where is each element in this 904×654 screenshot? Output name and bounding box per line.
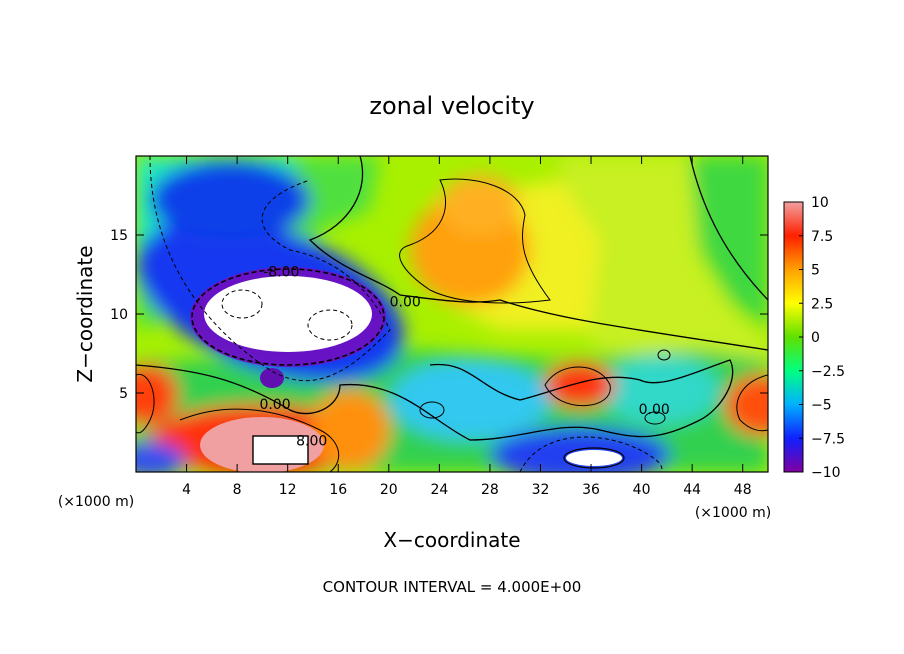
plot-area: -8.00 0.00 0.00 8.00 0.00 xyxy=(136,156,768,472)
contour-pos-far-right xyxy=(736,374,768,432)
field-white-bottom-right xyxy=(566,450,622,466)
colorbar-tick-label: 5 xyxy=(811,263,820,279)
x-tick-label: 32 xyxy=(532,482,550,498)
x-tick-label: 8 xyxy=(233,482,242,498)
contour-neg-bottom-right xyxy=(519,436,663,472)
contour-label: -8.00 xyxy=(263,264,299,280)
colorbar-tick-label: 7.5 xyxy=(811,229,833,245)
field-red-left xyxy=(136,365,178,425)
field-white-core xyxy=(204,276,372,352)
x-tick-label: 24 xyxy=(430,482,448,498)
colorbar-tick-label: 0 xyxy=(811,330,820,346)
contour-neg-white-bottom xyxy=(563,447,625,469)
x-unit-left: (×1000 m) xyxy=(58,494,134,510)
colorbar: 10 7.5 5 2.5 0 −2.5 −5 −7.5 −10 xyxy=(783,195,845,481)
contour-pos-upper xyxy=(399,178,551,304)
contour-pos8-box xyxy=(252,435,309,465)
contour-pos-left xyxy=(136,374,155,434)
x-tick-label: 28 xyxy=(481,482,499,498)
contour-pos-red-right xyxy=(544,366,611,407)
y-axis: 5 10 15 xyxy=(110,228,768,402)
x-axis-label: X−coordinate xyxy=(383,528,520,552)
colorbar-tick-label: −10 xyxy=(811,465,841,481)
field-red-far-right xyxy=(725,375,768,435)
x-unit-right: (×1000 m) xyxy=(695,505,771,521)
contour-label: 8.00 xyxy=(296,433,327,449)
contour-zero-lower xyxy=(136,359,734,441)
field-red-right xyxy=(545,363,615,407)
contour-neg8 xyxy=(191,268,385,366)
colorbar-tick-label: −2.5 xyxy=(811,364,845,380)
contour-neg-dashed xyxy=(149,156,391,382)
y-tick-label: 15 xyxy=(110,228,128,244)
x-tick-label: 36 xyxy=(582,482,600,498)
field-blue-top xyxy=(150,160,310,240)
contour-interval-note: CONTOUR INTERVAL = 4.000E+00 xyxy=(323,578,582,596)
field-purple-small xyxy=(260,368,284,388)
field-cyan-right xyxy=(600,355,720,425)
contour-small-loop-top xyxy=(657,349,671,361)
x-tick-label: 44 xyxy=(683,482,701,498)
colorbar-tick-label: −7.5 xyxy=(811,431,845,447)
contour-small-loop-right xyxy=(644,411,666,425)
contour-neg-core-left xyxy=(221,289,263,319)
x-tick-label: 4 xyxy=(182,482,191,498)
x-axis: 4 8 12 16 20 24 28 32 36 40 44 48 xyxy=(182,156,752,498)
contour-zero-left xyxy=(689,156,768,301)
colorbar-tick-label: −5 xyxy=(811,398,832,414)
contour-label: 0.00 xyxy=(639,402,670,418)
x-tick-label: 40 xyxy=(633,482,651,498)
field-orange-bottom xyxy=(310,390,390,470)
contour-zero-upper xyxy=(308,156,768,351)
field-white-box xyxy=(253,436,308,464)
contour-lines xyxy=(136,156,768,472)
y-tick-label: 5 xyxy=(119,386,128,402)
contour-small-loop-mid xyxy=(419,401,445,419)
contour-pos-bottom xyxy=(179,408,340,472)
contour-label: 0.00 xyxy=(259,397,290,413)
field-band-right-yellow xyxy=(560,156,768,360)
y-tick-label: 10 xyxy=(110,307,128,323)
x-tick-label: 48 xyxy=(734,482,752,498)
chart-title: zonal velocity xyxy=(369,92,534,120)
colorbar-ticks: 10 7.5 5 2.5 0 −2.5 −5 −7.5 −10 xyxy=(799,195,845,481)
x-tick-label: 12 xyxy=(279,482,297,498)
colorbar-tick-label: 2.5 xyxy=(811,296,833,312)
contour-neg-core-right xyxy=(307,309,353,341)
contour-label-layer: -8.00 0.00 0.00 8.00 0.00 xyxy=(259,264,669,449)
field-blue-corner xyxy=(136,442,185,472)
contour-label: 0.00 xyxy=(390,294,421,310)
y-axis-label: Z−coordinate xyxy=(73,245,97,382)
field-cyan-mid xyxy=(390,360,550,440)
field-orange-top xyxy=(440,175,520,235)
colorbar-tick-label: 10 xyxy=(811,195,829,211)
x-tick-label: 20 xyxy=(380,482,398,498)
x-tick-label: 16 xyxy=(329,482,347,498)
